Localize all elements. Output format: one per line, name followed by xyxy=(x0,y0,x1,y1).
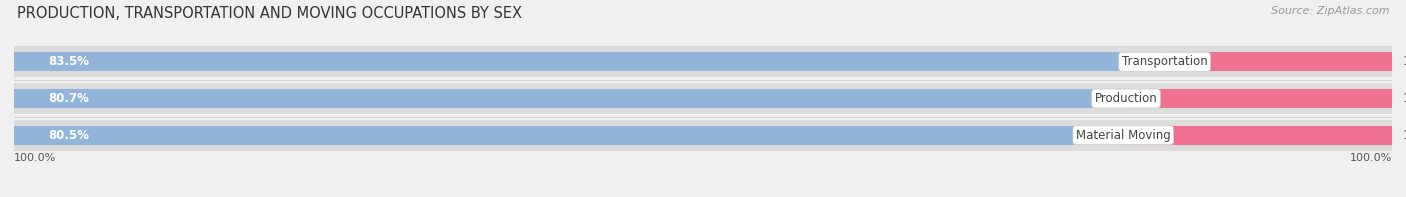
Text: 16.5%: 16.5% xyxy=(1403,55,1406,68)
Bar xyxy=(14,83,1392,114)
Text: 83.5%: 83.5% xyxy=(48,55,90,68)
Text: 80.5%: 80.5% xyxy=(48,129,90,142)
Text: 100.0%: 100.0% xyxy=(1350,153,1392,163)
Bar xyxy=(14,46,1392,77)
Bar xyxy=(14,126,1123,145)
Bar xyxy=(14,52,1164,71)
Text: Material Moving: Material Moving xyxy=(1076,129,1171,142)
Text: Production: Production xyxy=(1095,92,1157,105)
Bar xyxy=(1123,126,1392,145)
Bar xyxy=(14,89,1126,108)
Text: 80.7%: 80.7% xyxy=(48,92,90,105)
Text: 19.3%: 19.3% xyxy=(1403,92,1406,105)
Text: Transportation: Transportation xyxy=(1122,55,1208,68)
Text: 19.5%: 19.5% xyxy=(1403,129,1406,142)
Text: 100.0%: 100.0% xyxy=(14,153,56,163)
Text: PRODUCTION, TRANSPORTATION AND MOVING OCCUPATIONS BY SEX: PRODUCTION, TRANSPORTATION AND MOVING OC… xyxy=(17,6,522,21)
Bar xyxy=(1164,52,1392,71)
Text: Source: ZipAtlas.com: Source: ZipAtlas.com xyxy=(1271,6,1389,16)
Bar xyxy=(14,120,1392,151)
Bar xyxy=(1126,89,1392,108)
